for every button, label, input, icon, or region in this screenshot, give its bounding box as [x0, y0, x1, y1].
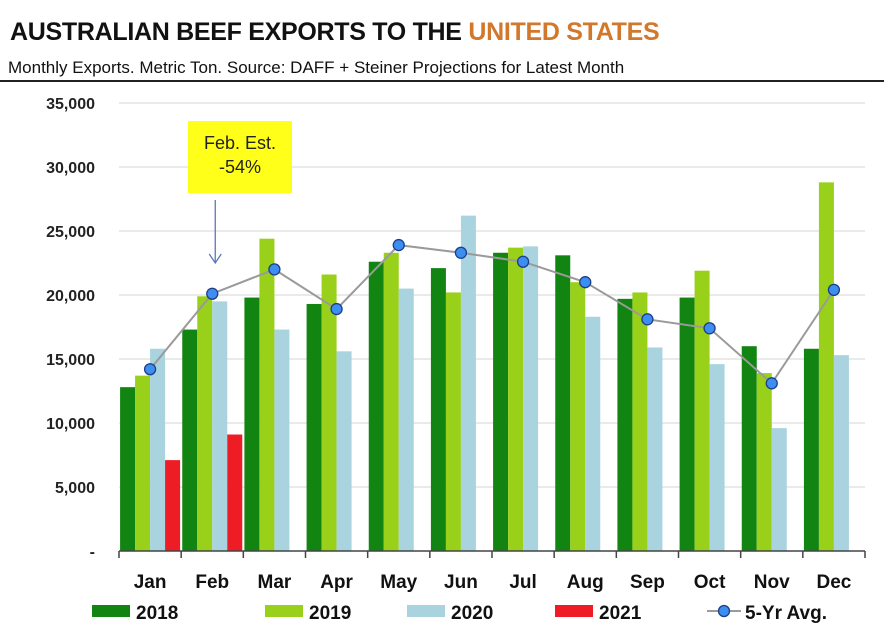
legend-swatch-2018 [92, 605, 130, 617]
bar-2019-Feb [197, 296, 213, 551]
bar-2020-Dec [833, 355, 849, 551]
x-tick-label: Aug [567, 572, 604, 593]
chart-title-main: AUSTRALIAN BEEF EXPORTS TO THE [10, 18, 469, 46]
chart-subtitle: Monthly Exports. Metric Ton. Source: DAF… [8, 58, 625, 77]
bar-2018-Dec [803, 348, 819, 551]
bar-2019-Dec [818, 182, 834, 552]
bar-2020-Nov [771, 428, 787, 551]
avg-marker-Apr [330, 302, 343, 316]
avg-marker-Jan [143, 363, 157, 376]
y-tick-label: 25,000 [46, 224, 95, 241]
y-tick-label: 10,000 [46, 416, 95, 433]
bar-2019-Apr [321, 274, 337, 551]
legend-label: 2018 [136, 603, 178, 624]
x-tick-label: Oct [694, 572, 726, 593]
bar-2019-May [383, 252, 399, 551]
y-tick-label: 5,000 [55, 480, 95, 497]
avg-marker-Jul [516, 255, 530, 268]
bar-2018-Mar [244, 297, 260, 551]
bar-2018-Jan [120, 387, 136, 551]
bar-2020-Jul [523, 246, 539, 552]
bar-2018-Apr [306, 303, 322, 551]
bar-2020-Oct [709, 364, 725, 551]
y-tick-label: 30,000 [46, 160, 95, 177]
chart-title-highlight: UNITED STATES [468, 18, 660, 46]
chart-title: AUSTRALIAN BEEF EXPORTS TO THE UNITED ST… [10, 18, 660, 47]
x-tick-label: Jun [444, 572, 478, 593]
avg-marker-Feb [206, 287, 219, 300]
title-divider [0, 80, 884, 82]
avg-marker-Sep [641, 313, 654, 326]
annotation-line1: Feb. Est. [203, 133, 277, 153]
bar-2018-Jul [493, 252, 509, 551]
bar-2021-Jan [165, 460, 181, 551]
legend-swatch-2020 [407, 605, 445, 617]
legend-swatch-2019 [265, 605, 303, 617]
legend-marker [717, 604, 731, 618]
y-tick-label: 35,000 [46, 96, 95, 113]
legend-label: 5-Yr Avg. [745, 603, 827, 624]
bar-2019-Oct [694, 270, 710, 551]
avg-marker-Dec [827, 283, 841, 297]
x-tick-label: Dec [816, 572, 851, 593]
bar-2020-Apr [336, 351, 352, 551]
x-tick-label: Sep [630, 572, 665, 593]
bar-2018-Oct [679, 297, 695, 551]
bar-2018-Jun [430, 268, 446, 551]
bar-2019-Aug [570, 282, 586, 551]
x-tick-label: Mar [258, 572, 292, 593]
x-tick-label: Apr [320, 572, 353, 593]
bar-2019-Mar [259, 238, 275, 551]
avg-marker-Jun [454, 246, 468, 259]
bar-2018-Sep [617, 298, 633, 551]
avg-marker-Nov [765, 377, 778, 390]
x-tick-label: Nov [754, 572, 790, 593]
bar-2019-Sep [632, 292, 648, 551]
avg-marker-Mar [268, 263, 281, 276]
avg-marker-May [392, 238, 405, 252]
avg-line [149, 244, 835, 385]
bar-2018-May [368, 261, 384, 551]
bar-2018-Feb [182, 329, 198, 551]
avg-marker-Aug [579, 276, 592, 289]
avg-marker-Oct [703, 322, 716, 335]
legend-label: 2020 [451, 603, 493, 624]
bar-2021-Feb [227, 434, 243, 551]
x-tick-label: Jul [509, 572, 536, 593]
bar-2020-Aug [585, 316, 601, 551]
y-tick-label: 15,000 [46, 352, 95, 369]
bar-2018-Aug [555, 255, 571, 551]
x-tick-label: Jan [134, 572, 167, 593]
bar-2020-Jun [460, 215, 476, 551]
bar-2019-Nov [756, 373, 772, 551]
legend-label: 2019 [309, 603, 351, 624]
bar-2018-Nov [741, 346, 757, 551]
bar-2019-Jun [445, 292, 461, 551]
legend-swatch-2021 [555, 605, 593, 617]
bar-2020-Feb [212, 301, 228, 551]
x-tick-label: May [380, 572, 417, 593]
y-tick-label: 20,000 [46, 288, 95, 305]
bar-2020-May [398, 288, 414, 551]
annotation-box: Feb. Est. -54% [188, 121, 292, 193]
annotation-line2: -54% [218, 157, 262, 177]
annotation-arrow-head [208, 253, 222, 265]
legend-label: 2021 [599, 603, 642, 624]
bar-2019-Jul [508, 247, 524, 551]
bar-2019-Jan [135, 375, 151, 551]
y-tick-label: - [90, 544, 95, 561]
x-tick-label: Feb [195, 572, 229, 593]
bar-2020-Mar [274, 329, 290, 551]
bar-2020-Jan [150, 348, 166, 551]
bar-2020-Sep [647, 347, 663, 551]
